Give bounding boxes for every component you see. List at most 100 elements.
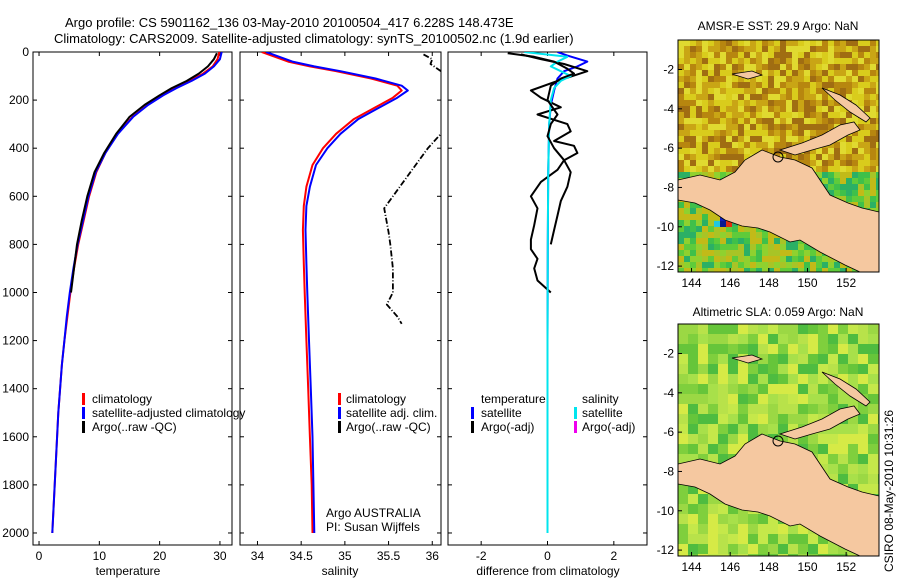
series-line-2	[383, 53, 441, 325]
grid-cell	[678, 226, 684, 232]
grid-cell	[798, 268, 804, 272]
grid-cell	[714, 238, 720, 244]
grid-cell	[868, 384, 878, 394]
grid-cell	[788, 554, 798, 556]
legend-label-satellite: satellite adj. clim.	[346, 406, 437, 420]
grid-cell	[728, 414, 738, 424]
grid-cell	[726, 130, 732, 136]
grid-cell	[858, 384, 868, 394]
grid-cell	[798, 434, 808, 444]
grid-cell	[774, 136, 780, 142]
grid-cell	[690, 64, 696, 70]
grid-cell	[756, 250, 762, 256]
grid-cell	[798, 554, 808, 556]
grid-cell	[828, 46, 834, 52]
grid-cell	[732, 106, 738, 112]
grid-cell	[816, 154, 822, 160]
grid-cell	[714, 130, 720, 136]
grid-cell	[684, 244, 690, 250]
legend-swatch-temp-satellite	[471, 407, 474, 419]
grid-cell	[708, 244, 714, 250]
grid-cell	[714, 154, 720, 160]
grid-cell	[816, 160, 822, 166]
grid-cell	[690, 226, 696, 232]
grid-cell	[870, 46, 876, 52]
grid-cell	[876, 178, 879, 184]
grid-cell	[728, 384, 738, 394]
y-tick-label: 1000	[2, 285, 29, 299]
grid-cell	[702, 76, 708, 82]
grid-cell	[690, 202, 696, 208]
grid-cell	[768, 124, 774, 130]
grid-cell	[684, 214, 690, 220]
grid-cell	[714, 232, 720, 238]
grid-cell	[708, 544, 718, 554]
grid-cell	[726, 268, 732, 272]
grid-cell	[708, 112, 714, 118]
grid-cell	[798, 262, 804, 268]
grid-cell	[678, 534, 688, 544]
grid-cell	[718, 324, 728, 334]
grid-cell	[816, 148, 822, 154]
grid-cell	[798, 64, 804, 70]
map-y-tick-label: -4	[663, 386, 674, 400]
sst-map-frame	[677, 39, 880, 273]
grid-cell	[808, 534, 818, 544]
grid-cell	[708, 238, 714, 244]
grid-cell	[738, 136, 744, 142]
grid-cell	[738, 554, 748, 556]
grid-cell	[726, 232, 732, 238]
legend-label-argo: Argo(..raw -QC)	[92, 420, 177, 434]
grid-cell	[876, 202, 879, 208]
grid-cell	[714, 148, 720, 154]
grid-cell	[868, 464, 878, 474]
grid-cell	[678, 250, 684, 256]
grid-cell	[852, 70, 858, 76]
grid-cell	[720, 232, 726, 238]
grid-cell	[678, 414, 688, 424]
grid-cell	[792, 94, 798, 100]
grid-cell	[738, 160, 744, 166]
grid-cell	[684, 232, 690, 238]
grid-cell	[690, 232, 696, 238]
grid-cell	[840, 70, 846, 76]
grid-cell	[848, 394, 858, 404]
map-y-tick-label: -6	[663, 425, 674, 439]
grid-cell	[678, 40, 684, 46]
grid-cell	[876, 64, 879, 70]
grid-cell	[696, 40, 702, 46]
grid-cell	[876, 190, 879, 196]
grid-cell	[726, 58, 732, 64]
grid-cell	[876, 46, 879, 52]
grid-cell	[852, 130, 858, 136]
grid-cell	[718, 534, 728, 544]
grid-cell	[864, 178, 870, 184]
grid-cell	[756, 136, 762, 142]
grid-cell	[728, 444, 738, 454]
grid-cell	[834, 262, 840, 268]
grid-cell	[726, 148, 732, 154]
temperature-axis-label: temperature	[96, 564, 161, 578]
grid-cell	[728, 554, 738, 556]
grid-cell	[756, 148, 762, 154]
figure-title-line2: Climatology: CARS2009. Satellite-adjuste…	[54, 31, 574, 46]
grid-cell	[848, 334, 858, 344]
grid-cell	[804, 82, 810, 88]
grid-cell	[870, 70, 876, 76]
grid-cell	[678, 76, 684, 82]
grid-cell	[738, 40, 744, 46]
grid-cell	[714, 52, 720, 58]
map-y-tick-label: -12	[657, 259, 675, 273]
grid-cell	[858, 414, 868, 424]
temperature-profiles	[51, 52, 223, 534]
grid-cell	[744, 106, 750, 112]
grid-cell	[720, 64, 726, 70]
grid-cell	[758, 334, 768, 344]
grid-cell	[774, 70, 780, 76]
grid-cell	[840, 154, 846, 160]
grid-cell	[828, 100, 834, 106]
grid-cell	[846, 64, 852, 70]
grid-cell	[868, 474, 878, 484]
grid-cell	[788, 544, 798, 554]
grid-cell	[708, 148, 714, 154]
